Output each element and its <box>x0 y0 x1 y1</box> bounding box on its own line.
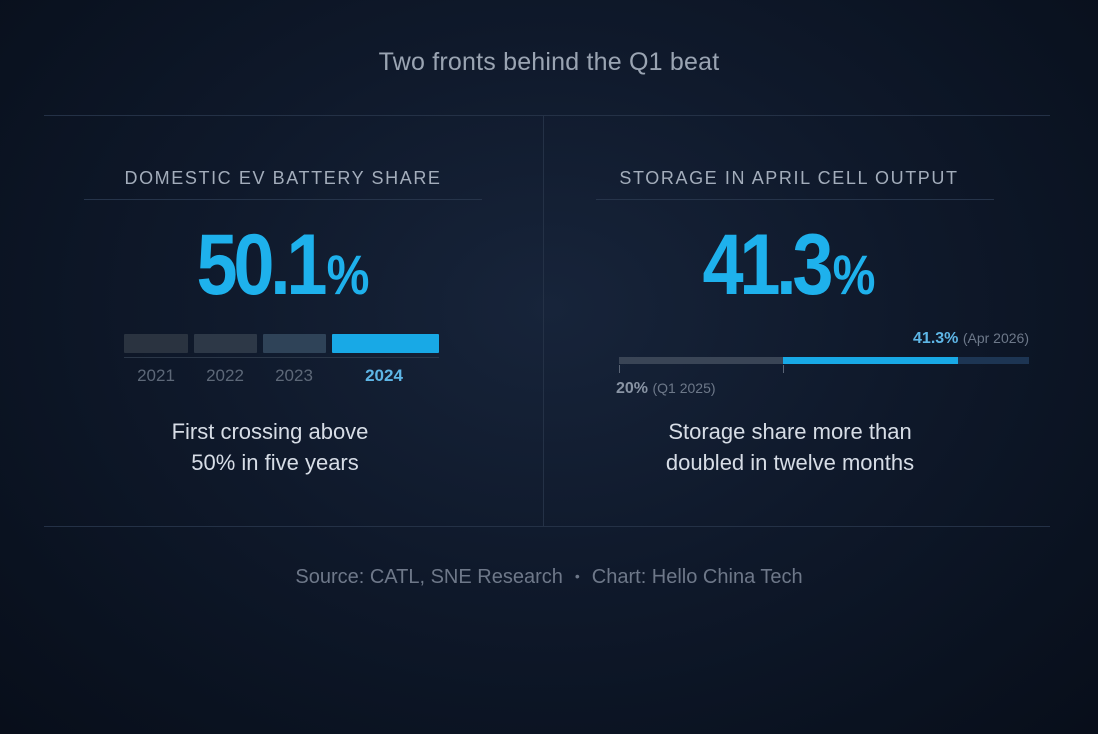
left-headline-unit: % <box>326 243 370 306</box>
start-tick <box>619 365 620 373</box>
left-panel-heading: DOMESTIC EV BATTERY SHARE <box>124 168 442 188</box>
chart-credit-text: Chart: Hello China Tech <box>591 566 803 588</box>
right-panel-heading: STORAGE IN APRIL CELL OUTPUT <box>619 168 959 188</box>
segment-2022 <box>194 334 257 353</box>
share-fill-current <box>783 357 958 364</box>
right-caption-line1: Storage share more than <box>668 419 912 444</box>
storage-share-bar: 41.3% (Apr 2026) 20% (Q1 2025) <box>616 330 1029 400</box>
right-headline-number: 41.3 <box>702 217 833 313</box>
share-fill-remainder <box>958 357 1029 364</box>
center-divider <box>543 116 544 526</box>
end-period-label: (Apr 2026) <box>962 330 1029 346</box>
year-label-2023: 2023 <box>275 366 313 385</box>
source-separator: • <box>574 568 580 584</box>
segment-baseline <box>124 357 439 358</box>
right-caption-line2: doubled in twelve months <box>665 450 915 475</box>
end-marker-label: 41.3% (Apr 2026) <box>913 330 1029 348</box>
segment-2023 <box>263 334 326 353</box>
right-panel-heading-underline <box>596 199 994 200</box>
start-period-label: (Q1 2025) <box>652 380 716 396</box>
end-value-label: 41.3% <box>913 330 959 347</box>
chart-title: Two fronts behind the Q1 beat <box>378 48 720 76</box>
year-label-2022: 2022 <box>206 366 244 385</box>
segment-2021 <box>124 334 188 353</box>
left-caption: First crossing above 50% in five years <box>44 416 496 478</box>
mid-tick <box>783 365 784 373</box>
left-panel-heading-underline <box>84 199 482 200</box>
right-headline-value: 41.3% <box>578 222 999 308</box>
start-marker-label: 20% (Q1 2025) <box>616 380 716 398</box>
source-text: Source: CATL, SNE Research <box>295 566 563 588</box>
right-caption: Storage share more than doubled in twelv… <box>544 416 1036 478</box>
left-caption-line2: 50% in five years <box>191 450 359 475</box>
right-panel: STORAGE IN APRIL CELL OUTPUT 41.3% 41.3%… <box>544 116 1050 526</box>
left-caption-line1: First crossing above <box>171 419 369 444</box>
left-headline-number: 50.1 <box>196 217 327 313</box>
year-label-2021: 2021 <box>137 366 175 385</box>
start-value-label: 20% <box>616 380 649 397</box>
bottom-divider <box>44 526 1050 527</box>
year-segments: 2021 2022 2023 2024 <box>124 334 439 394</box>
left-panel: DOMESTIC EV BATTERY SHARE 50.1% 2021 202… <box>44 116 543 526</box>
source-line: Source: CATL, SNE Research • Chart: Hello … <box>0 566 1098 589</box>
top-divider <box>44 115 1050 116</box>
segment-2024 <box>332 334 439 353</box>
left-headline-value: 50.1% <box>77 222 488 308</box>
right-headline-unit: % <box>832 243 876 306</box>
year-label-2024: 2024 <box>365 366 403 385</box>
